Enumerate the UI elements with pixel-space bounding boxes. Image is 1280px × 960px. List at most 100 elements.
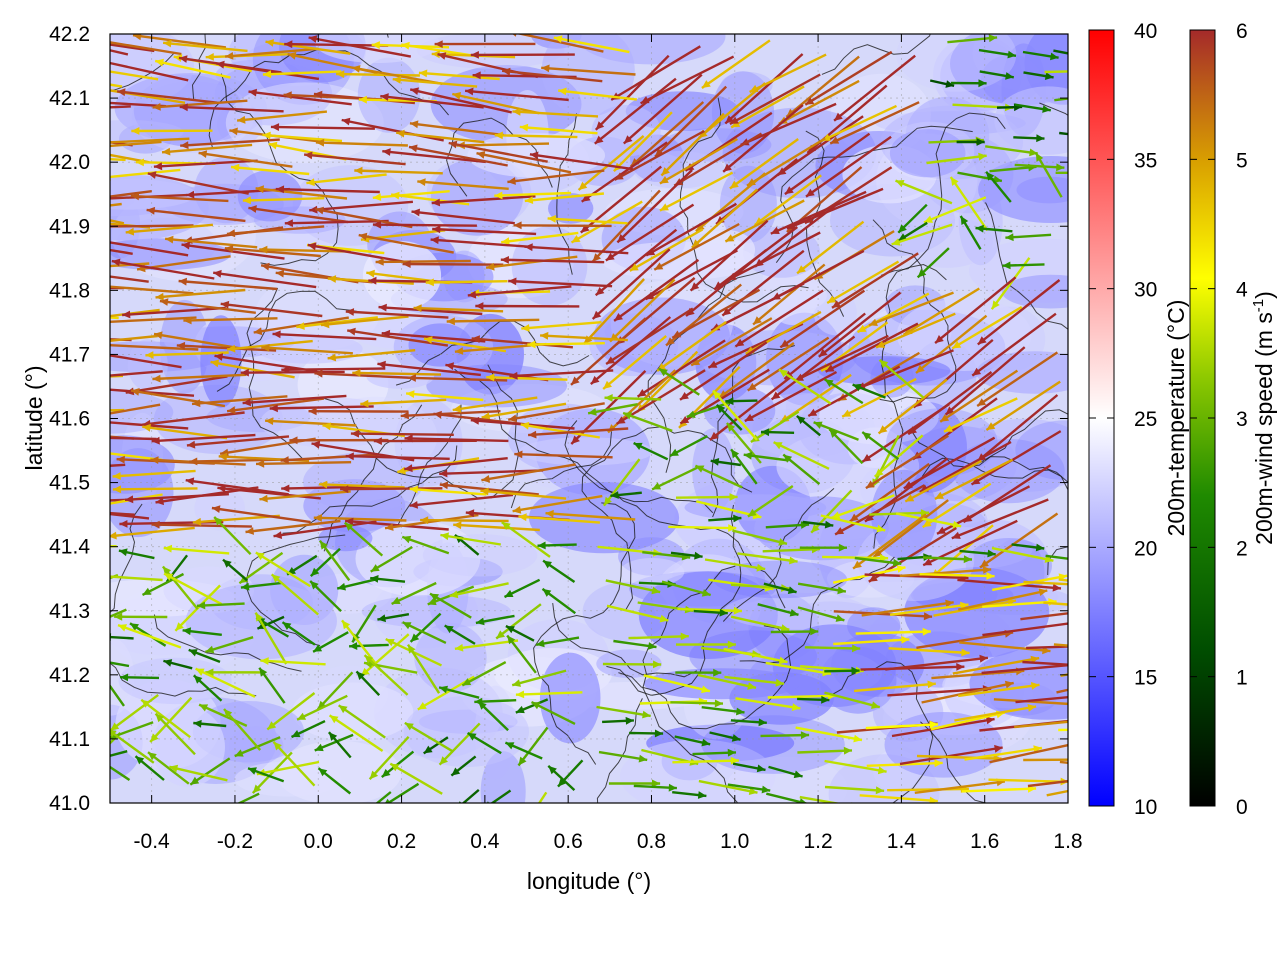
wind-arrow-head xyxy=(248,767,257,775)
wind-arrow-head xyxy=(262,70,272,79)
wind-arrow-head xyxy=(659,176,669,184)
temperature-blob xyxy=(260,397,404,448)
wind-arrow-head xyxy=(364,660,373,669)
wind-arrow-shaft xyxy=(110,70,159,81)
wind-arrow xyxy=(309,580,342,613)
wind-arrow-shaft xyxy=(919,573,995,578)
wind-arrow-shaft xyxy=(486,376,568,381)
wind-arrow-head xyxy=(179,103,188,112)
x-tick-label: 1.0 xyxy=(720,830,749,853)
wind-arrow-head xyxy=(406,390,415,398)
wind-arrow-head xyxy=(501,522,511,530)
wind-arrow-shaft xyxy=(727,231,821,282)
wind-arrow xyxy=(770,335,856,401)
wind-arrow xyxy=(110,693,159,732)
wind-arrow-head xyxy=(1077,660,1086,668)
wind-arrow xyxy=(915,314,988,374)
wind-arrow xyxy=(370,545,413,573)
wind-arrow-head xyxy=(744,413,754,422)
wind-arrow-shaft xyxy=(110,153,150,164)
wind-arrow-shaft xyxy=(409,493,514,507)
wind-arrow xyxy=(352,369,442,377)
wind-arrow xyxy=(110,511,135,516)
wind-arrow xyxy=(1046,789,1068,797)
wind-arrow xyxy=(604,394,662,402)
wind-arrow-head xyxy=(205,668,214,677)
wind-arrow xyxy=(805,135,892,198)
wind-arrow-head xyxy=(155,292,164,301)
wind-arrow xyxy=(1027,779,1068,788)
wind-arrow-head xyxy=(178,55,188,63)
wind-arrow-head xyxy=(961,648,970,657)
wind-arrow-head xyxy=(818,348,828,357)
wind-arrow-shaft xyxy=(255,187,348,200)
wind-arrow-head xyxy=(408,644,416,654)
wind-arrow xyxy=(110,498,132,502)
wind-arrow xyxy=(734,289,824,348)
wind-arrow-shaft xyxy=(382,150,486,164)
wind-arrow-head xyxy=(248,205,257,213)
wind-arrow-shaft xyxy=(982,622,1068,637)
wind-arrow-shaft xyxy=(254,611,288,665)
wind-arrow xyxy=(957,578,1062,592)
wind-arrow xyxy=(372,190,450,201)
wind-arrow-shaft xyxy=(110,661,130,668)
wind-arrow-head xyxy=(944,424,953,432)
wind-arrow xyxy=(438,722,481,766)
wind-arrow xyxy=(308,407,409,416)
wind-arrow-shaft xyxy=(899,746,1003,766)
wind-arrow-shaft xyxy=(734,289,824,348)
wind-arrow-shaft xyxy=(142,425,228,440)
wind-arrow-shaft xyxy=(432,227,537,236)
wind-arrow-head xyxy=(135,756,145,765)
wind-arrow-shaft xyxy=(979,512,1059,569)
wind-arrow xyxy=(189,757,231,786)
wind-arrow-head xyxy=(1080,556,1089,564)
wind-arrow-head xyxy=(344,522,354,531)
temperature-blob xyxy=(200,315,242,408)
wind-arrow-head xyxy=(375,258,384,266)
temperature-blob xyxy=(601,241,757,281)
wind-arrow-head xyxy=(41,309,49,317)
wind-arrow xyxy=(591,189,661,263)
wind-arrow-head xyxy=(945,599,954,608)
wind-arrow xyxy=(110,729,155,764)
wind-arrow-head xyxy=(352,369,361,377)
wind-arrow-head xyxy=(296,322,305,330)
wind-arrow-head xyxy=(147,171,157,179)
wind-arrow-head xyxy=(541,64,550,73)
temperature-blob xyxy=(234,761,342,797)
wind-arrow-shaft xyxy=(372,190,450,199)
y-tick-label: 41.3 xyxy=(49,600,90,623)
wind-arrow-shaft xyxy=(284,42,389,47)
wind-arrow-shaft xyxy=(874,434,924,478)
wind-arrow-head xyxy=(713,390,722,400)
wind-arrow-shaft xyxy=(453,523,540,532)
wind-arrow xyxy=(284,219,389,227)
wind-arrow-head xyxy=(364,655,374,664)
wind-arrow xyxy=(729,73,821,125)
wind-arrow-shaft xyxy=(587,403,638,415)
wind-arrow-shaft xyxy=(481,402,567,419)
wind-arrow xyxy=(957,588,1048,611)
wind-arrow-head xyxy=(307,242,317,251)
wind-arrow xyxy=(245,519,341,535)
temperature-blob xyxy=(291,682,414,742)
wind-arrow xyxy=(530,701,576,725)
temperature-blob xyxy=(978,156,1068,223)
wind-arrow-head xyxy=(773,442,783,450)
wind-arrow xyxy=(766,792,808,803)
wind-arrow xyxy=(154,712,196,756)
wind-arrow-head xyxy=(960,601,969,610)
temperature-blob xyxy=(480,751,526,803)
wind-arrow-head xyxy=(261,262,270,271)
wind-arrow-head xyxy=(686,410,696,418)
wind-arrow-head xyxy=(141,699,151,708)
wind-arrow-shaft xyxy=(943,397,1018,433)
wind-arrow-head xyxy=(165,235,174,244)
y-tick-label: 41.2 xyxy=(49,664,90,687)
wind-arrow-head xyxy=(827,295,837,303)
wind-arrow xyxy=(519,123,598,135)
wind-arrow-shaft xyxy=(875,312,956,349)
wind-arrow-head xyxy=(401,41,410,50)
